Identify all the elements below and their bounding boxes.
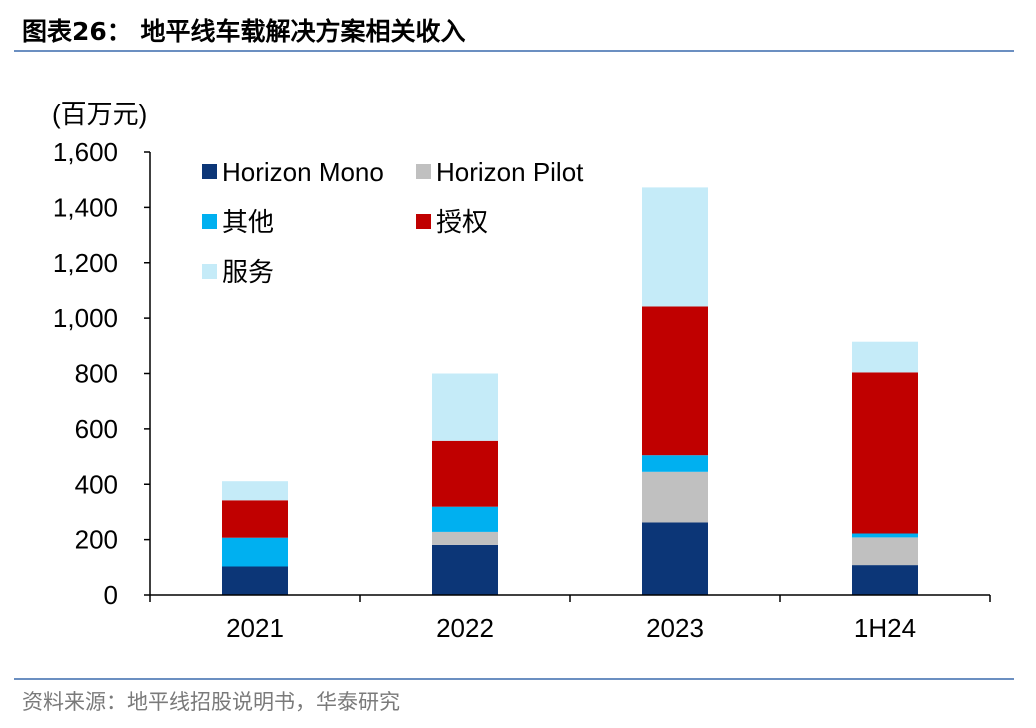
bar-1H24-Horizon Pilot [852, 537, 918, 566]
bar-2021-Horizon Mono [222, 566, 288, 595]
axis-layer: 0 200 400 600 800 1,000 1,200 1,400 1,600 2021 202… [53, 137, 991, 643]
y-unit-label: (百万元) [52, 99, 147, 129]
bar-2022-服务 [432, 373, 498, 441]
bar-2021-其他 [222, 537, 288, 567]
bar-1H24-Horizon Mono [852, 565, 918, 595]
y-tick-label-1000: 1,000 [53, 303, 118, 333]
legend-swatch-服务 [202, 264, 217, 279]
legend-label-Horizon Mono: Horizon Mono [222, 157, 384, 187]
y-tick-label-800: 800 [75, 359, 118, 389]
bar-2022-其他 [432, 506, 498, 532]
x-tick-label-2023: 2023 [646, 613, 704, 643]
bar-2022-Horizon Mono [432, 544, 498, 595]
x-tick-label-2021: 2021 [226, 613, 284, 643]
y-tick-label-1200: 1,200 [53, 248, 118, 278]
bar-1H24-授权 [852, 372, 918, 534]
bar-1H24-其他 [852, 533, 918, 538]
legend-label-服务: 服务 [222, 257, 274, 287]
y-tick-label-400: 400 [75, 469, 118, 499]
y-tick-label-0: 0 [104, 580, 118, 610]
legend-swatch-其他 [202, 214, 217, 229]
bar-2021-服务 [222, 481, 288, 501]
x-tick-label-2022: 2022 [436, 613, 494, 643]
bar-1H24-服务 [852, 341, 918, 373]
title-rule [14, 50, 1014, 52]
bar-2023-授权 [642, 306, 708, 456]
legend-label-Horizon Pilot: Horizon Pilot [436, 157, 584, 187]
y-tick-label-1400: 1,400 [53, 192, 118, 222]
y-tick-label-200: 200 [75, 525, 118, 555]
bar-2022-授权 [432, 440, 498, 507]
x-tick-label-1H24: 1H24 [854, 613, 916, 643]
legend-swatch-Horizon Pilot [416, 164, 431, 179]
source-rule [14, 678, 1014, 680]
legend-swatch-授权 [416, 214, 431, 229]
bar-2021-授权 [222, 500, 288, 538]
source-note: 资料来源：地平线招股说明书，华泰研究 [22, 690, 400, 714]
y-tick-label-1600: 1,600 [53, 137, 118, 167]
bar-2023-Horizon Pilot [642, 471, 708, 523]
legend-label-授权: 授权 [436, 207, 488, 237]
chart-title: 图表26： 地平线车载解决方案相关收入 [22, 17, 466, 46]
bar-2023-服务 [642, 187, 708, 307]
bars-layer [222, 187, 918, 595]
bar-2023-Horizon Mono [642, 522, 708, 595]
bar-2022-Horizon Pilot [432, 531, 498, 545]
y-tick-label-600: 600 [75, 414, 118, 444]
bar-2023-其他 [642, 455, 708, 472]
legend-swatch-Horizon Mono [202, 164, 217, 179]
legend-label-其他: 其他 [222, 207, 274, 237]
